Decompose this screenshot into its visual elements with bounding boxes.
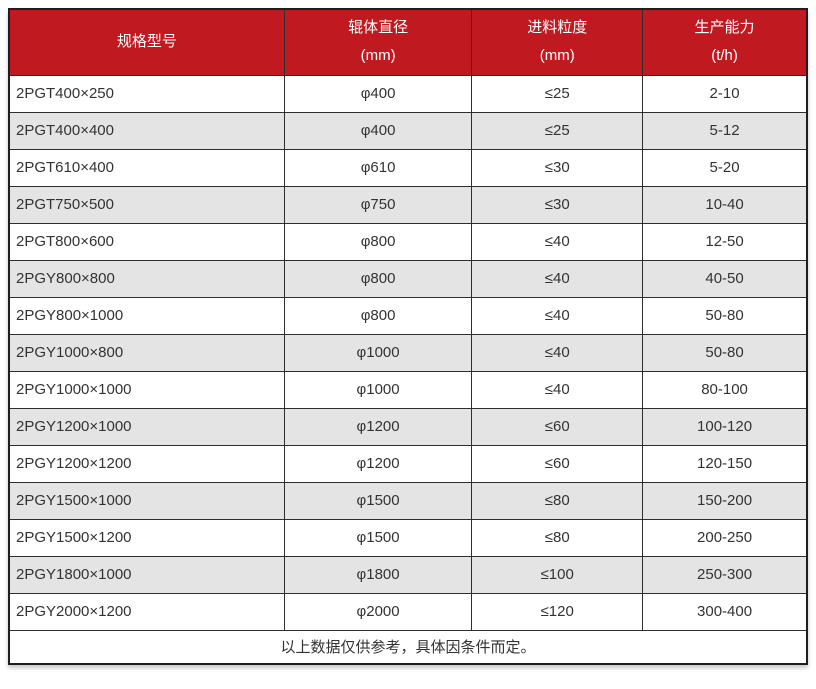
cell-feed-size: ≤80 [471,481,644,520]
cell-model: 2PGT400×250 [8,74,285,113]
table-row: 2PGY1200×1000 φ1200 ≤60 100-120 [8,407,808,446]
table-row: 2PGY1800×1000 φ1800 ≤100 250-300 [8,555,808,594]
cell-feed-size: ≤25 [471,111,644,150]
header-cell-roller-diameter: 辊体直径 (mm) [283,8,473,76]
cell-model: 2PGT400×400 [8,111,285,150]
cell-capacity: 80-100 [642,370,808,409]
spec-table-footer: 以上数据仅供参考，具体因条件而定。 [8,629,808,665]
cell-model: 2PGT610×400 [8,148,285,187]
table-row: 2PGY2000×1200 φ2000 ≤120 300-400 [8,592,808,631]
table-row: 2PGT800×600 φ800 ≤40 12-50 [8,222,808,261]
header-unit-feed-size: (mm) [539,47,575,65]
cell-feed-size: ≤120 [471,592,644,631]
cell-roller-diameter: φ800 [283,259,473,298]
cell-capacity: 100-120 [642,407,808,446]
table-row: 2PGT610×400 φ610 ≤30 5-20 [8,148,808,187]
header-label-model: 规格型号 [116,33,177,51]
header-label-roller-diameter: 辊体直径 [348,19,409,37]
cell-feed-size: ≤60 [471,444,644,483]
cell-model: 2PGY1200×1000 [8,407,285,446]
cell-roller-diameter: φ1000 [283,370,473,409]
cell-model: 2PGY1800×1000 [8,555,285,594]
cell-feed-size: ≤40 [471,259,644,298]
cell-feed-size: ≤40 [471,222,644,261]
table-row: 2PGT400×400 φ400 ≤25 5-12 [8,111,808,150]
cell-capacity: 200-250 [642,518,808,557]
cell-roller-diameter: φ610 [283,148,473,187]
cell-roller-diameter: φ750 [283,185,473,224]
cell-model: 2PGY1500×1000 [8,481,285,520]
cell-capacity: 300-400 [642,592,808,631]
spec-table: 规格型号 辊体直径 (mm) 进料粒度 (mm) 生产能力 (t/h) 2PGT… [8,8,808,665]
cell-capacity: 120-150 [642,444,808,483]
cell-feed-size: ≤80 [471,518,644,557]
table-row: 2PGY800×1000 φ800 ≤40 50-80 [8,296,808,335]
cell-capacity: 10-40 [642,185,808,224]
cell-model: 2PGY800×1000 [8,296,285,335]
cell-roller-diameter: φ800 [283,222,473,261]
cell-model: 2PGY2000×1200 [8,592,285,631]
cell-feed-size: ≤30 [471,148,644,187]
cell-capacity: 50-80 [642,296,808,335]
header-cell-capacity: 生产能力 (t/h) [642,8,808,76]
cell-roller-diameter: φ400 [283,74,473,113]
table-row: 2PGY1500×1000 φ1500 ≤80 150-200 [8,481,808,520]
cell-capacity: 50-80 [642,333,808,372]
header-cell-model: 规格型号 [8,8,285,76]
cell-model: 2PGY1200×1200 [8,444,285,483]
cell-capacity: 2-10 [642,74,808,113]
table-row: 2PGY1200×1200 φ1200 ≤60 120-150 [8,444,808,483]
cell-capacity: 12-50 [642,222,808,261]
header-label-capacity: 生产能力 [694,19,755,37]
cell-roller-diameter: φ1800 [283,555,473,594]
cell-roller-diameter: φ400 [283,111,473,150]
footer-note: 以上数据仅供参考，具体因条件而定。 [8,629,808,665]
cell-feed-size: ≤25 [471,74,644,113]
cell-capacity: 250-300 [642,555,808,594]
cell-capacity: 40-50 [642,259,808,298]
cell-roller-diameter: φ800 [283,296,473,335]
cell-feed-size: ≤100 [471,555,644,594]
header-unit-capacity: (t/h) [711,47,738,65]
table-row: 2PGY1000×800 φ1000 ≤40 50-80 [8,333,808,372]
cell-roller-diameter: φ1000 [283,333,473,372]
cell-roller-diameter: φ1500 [283,518,473,557]
spec-table-header: 规格型号 辊体直径 (mm) 进料粒度 (mm) 生产能力 (t/h) [8,8,808,76]
cell-model: 2PGY800×800 [8,259,285,298]
cell-capacity: 5-12 [642,111,808,150]
header-cell-feed-size: 进料粒度 (mm) [471,8,644,76]
cell-feed-size: ≤40 [471,296,644,335]
cell-roller-diameter: φ1200 [283,407,473,446]
table-row: 2PGT400×250 φ400 ≤25 2-10 [8,74,808,113]
header-row: 规格型号 辊体直径 (mm) 进料粒度 (mm) 生产能力 (t/h) [8,8,808,76]
cell-capacity: 150-200 [642,481,808,520]
table-row: 2PGT750×500 φ750 ≤30 10-40 [8,185,808,224]
header-unit-roller-diameter: (mm) [360,47,396,65]
footer-row: 以上数据仅供参考，具体因条件而定。 [8,629,808,665]
cell-feed-size: ≤40 [471,370,644,409]
cell-model: 2PGT750×500 [8,185,285,224]
cell-model: 2PGT800×600 [8,222,285,261]
cell-model: 2PGY1000×800 [8,333,285,372]
cell-capacity: 5-20 [642,148,808,187]
cell-model: 2PGY1000×1000 [8,370,285,409]
spec-table-body: 2PGT400×250 φ400 ≤25 2-10 2PGT400×400 φ400 ≤25… [8,74,808,631]
cell-roller-diameter: φ1200 [283,444,473,483]
cell-roller-diameter: φ2000 [283,592,473,631]
table-row: 2PGY1500×1200 φ1500 ≤80 200-250 [8,518,808,557]
cell-feed-size: ≤40 [471,333,644,372]
table-row: 2PGY800×800 φ800 ≤40 40-50 [8,259,808,298]
cell-feed-size: ≤30 [471,185,644,224]
cell-roller-diameter: φ1500 [283,481,473,520]
table-row: 2PGY1000×1000 φ1000 ≤40 80-100 [8,370,808,409]
cell-feed-size: ≤60 [471,407,644,446]
cell-model: 2PGY1500×1200 [8,518,285,557]
header-label-feed-size: 进料粒度 [527,19,588,37]
